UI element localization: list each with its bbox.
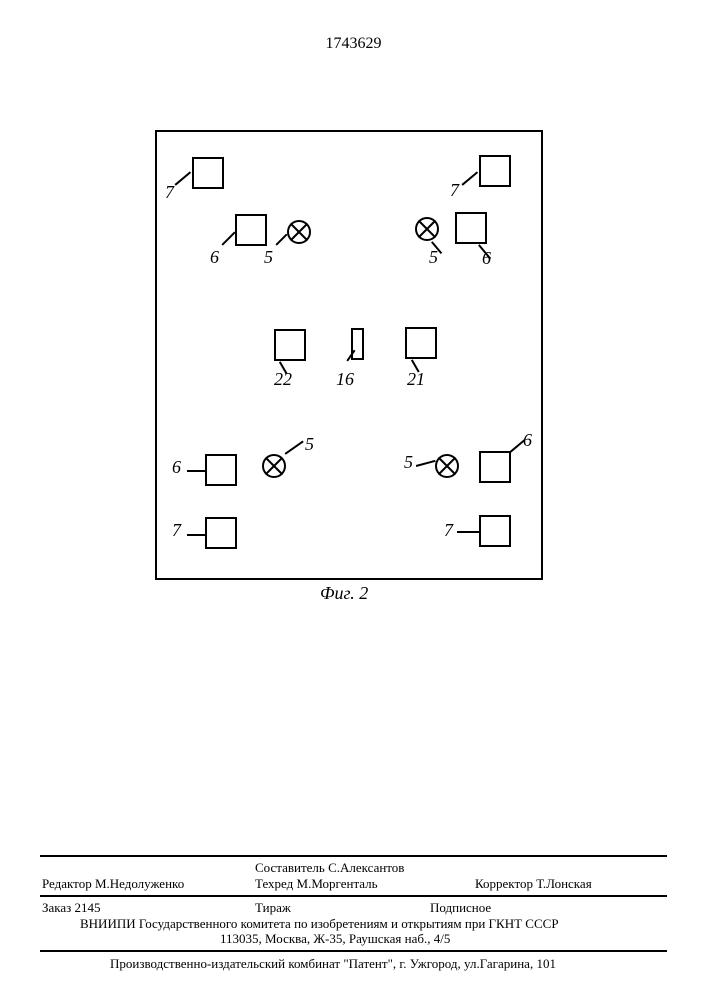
label-21: 21 (407, 369, 425, 390)
patent-number: 1743629 (326, 35, 382, 53)
footer-publisher: Производственно-издательский комбинат "П… (110, 956, 667, 972)
lead-line (221, 231, 235, 245)
label-7-br: 7 (444, 520, 453, 541)
lamp-5-bottom-left (262, 454, 286, 478)
lead-line (187, 534, 205, 536)
label-6-tl: 6 (210, 247, 219, 268)
lead-line (175, 171, 191, 185)
square-7-bottom-right (479, 515, 511, 547)
footer-address: 113035, Москва, Ж-35, Раушская наб., 4/5 (220, 931, 667, 947)
square-7-bottom-left (205, 517, 237, 549)
divider (40, 895, 667, 897)
label-7-tl: 7 (165, 182, 174, 203)
label-7-bl: 7 (172, 520, 181, 541)
label-6-tr: 6 (482, 248, 491, 269)
square-22 (274, 329, 306, 361)
figure-frame: 7 7 6 6 5 5 22 16 21 5 5 6 6 7 7 (155, 130, 543, 580)
lead-line (462, 171, 478, 185)
rect-16 (351, 328, 364, 360)
lead-line (285, 441, 304, 455)
square-7-top-right (479, 155, 511, 187)
lead-line (275, 234, 287, 246)
lead-line (416, 460, 436, 467)
footer-signed: Подписное (430, 900, 667, 916)
lamp-5-top-left (287, 220, 311, 244)
square-21 (405, 327, 437, 359)
footer-vniipi: ВНИИПИ Государственного комитета по изоб… (80, 916, 667, 932)
divider (40, 855, 667, 857)
label-5-tr: 5 (429, 247, 438, 268)
square-6-top-right (455, 212, 487, 244)
footer-line-composer: Составитель С.Алексантов (255, 860, 667, 876)
square-6-top-left (235, 214, 267, 246)
square-7-top-left (192, 157, 224, 189)
footer-line-corrector: Корректор Т.Лонская (475, 876, 667, 892)
label-6-bl: 6 (172, 457, 181, 478)
label-16: 16 (336, 369, 354, 390)
lead-line (187, 470, 205, 472)
lamp-5-bottom-right (435, 454, 459, 478)
lead-line (457, 531, 479, 533)
figure-caption: Фиг. 2 (320, 583, 368, 604)
label-22: 22 (274, 369, 292, 390)
divider (40, 950, 667, 952)
square-6-bottom-right (479, 451, 511, 483)
square-6-bottom-left (205, 454, 237, 486)
label-5-tl: 5 (264, 247, 273, 268)
label-7-tr: 7 (450, 180, 459, 201)
label-5-br: 5 (404, 452, 413, 473)
label-5-bl: 5 (305, 434, 314, 455)
lamp-5-top-right (415, 217, 439, 241)
label-6-br: 6 (523, 430, 532, 451)
